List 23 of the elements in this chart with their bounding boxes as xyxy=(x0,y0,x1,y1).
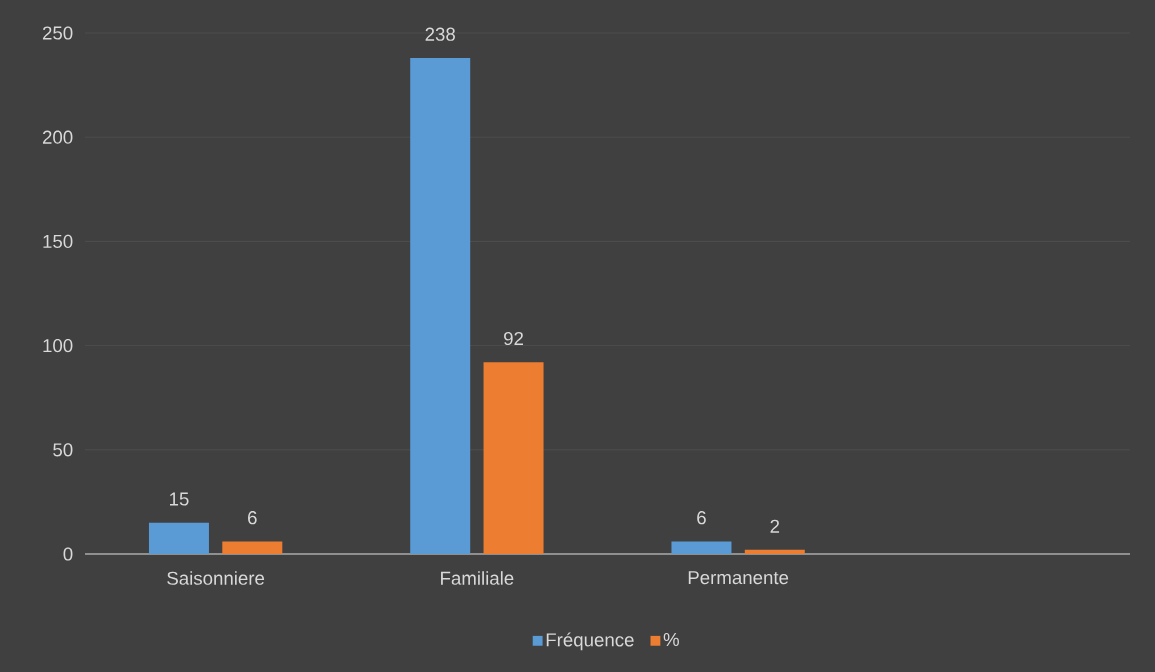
data-label: 238 xyxy=(425,27,455,41)
data-label: 6 xyxy=(248,511,257,525)
bar xyxy=(483,362,544,554)
data-label: 2 xyxy=(770,519,780,533)
data-label: 6 xyxy=(697,511,706,525)
bar xyxy=(410,58,471,554)
x-tick-label: Familiale xyxy=(441,571,514,585)
y-tick-label: 100 xyxy=(43,338,73,353)
x-tick-label: Permanente xyxy=(688,571,789,585)
x-tick-label: Saisonniere xyxy=(167,571,265,585)
legend-label: % xyxy=(663,632,679,646)
legend-label: Fréquence xyxy=(546,632,634,651)
bar xyxy=(671,541,732,554)
data-label: 15 xyxy=(170,492,189,506)
y-tick-label: 200 xyxy=(42,130,73,144)
y-tick-label: 0 xyxy=(63,547,73,561)
y-tick-label: 50 xyxy=(53,443,73,457)
y-tick-label: 150 xyxy=(43,234,73,249)
data-label: 92 xyxy=(504,331,523,346)
bar xyxy=(148,522,209,554)
bar xyxy=(222,541,283,554)
y-tick-label: 250 xyxy=(42,26,73,40)
bar xyxy=(744,549,805,554)
